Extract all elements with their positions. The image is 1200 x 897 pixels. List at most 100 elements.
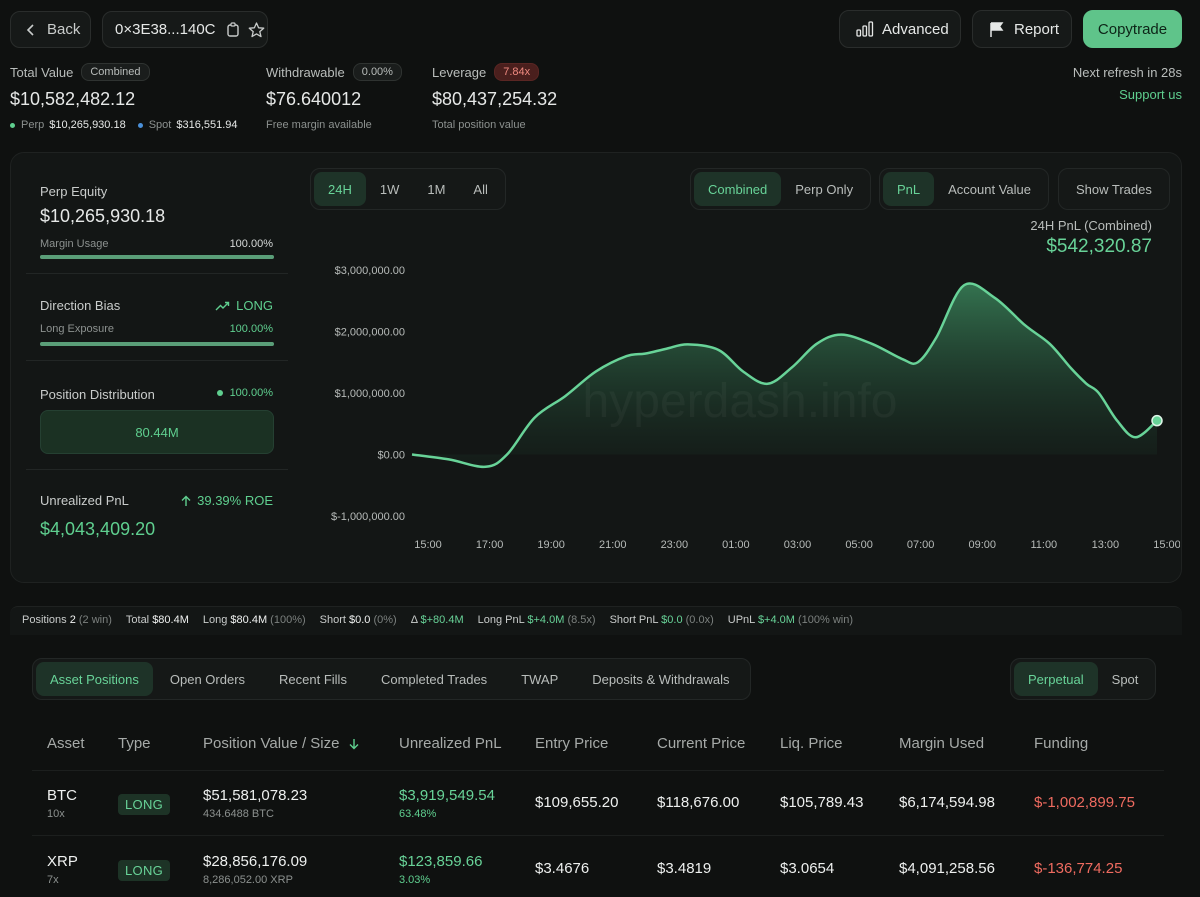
y-tick-label: $2,000,000.00 [335, 327, 405, 339]
copytrade-label: Copytrade [1097, 20, 1168, 38]
position-distribution-label: Position Distribution [40, 387, 155, 402]
combined-badge: Combined [81, 63, 150, 81]
unrealized-pnl-value: $4,043,409.20 [40, 519, 156, 539]
stat-extra: (8.5x) [564, 614, 596, 626]
mode-combined[interactable]: Combined [694, 172, 782, 206]
entry-price: $109,655.20 [535, 794, 619, 811]
stat-item: Long PnL $+4.0M (8.5x) [478, 614, 596, 626]
back-button[interactable]: Back [10, 11, 91, 48]
header-position-value[interactable]: Position Value / Size [203, 735, 359, 752]
copy-icon[interactable] [226, 21, 240, 38]
x-tick-label: 17:00 [476, 539, 504, 551]
margin-usage-value: 100.00% [229, 238, 273, 250]
tab-twap[interactable]: TWAP [521, 671, 559, 687]
total-value-block: Total Value Combined $10,582,482.12 Perp… [10, 63, 238, 131]
tab-asset-positions[interactable]: Asset Positions [36, 662, 153, 696]
stat-value: $80.4M [152, 614, 189, 626]
roe-value: 39.39% ROE [181, 493, 273, 508]
direction-bias-text: LONG [236, 298, 273, 313]
asset-name: BTC [47, 787, 77, 804]
leverage-badge: 7.84x [494, 63, 540, 81]
tab-spot[interactable]: Spot [1111, 671, 1139, 687]
header-asset[interactable]: Asset [47, 735, 85, 752]
market-tabs: Perpetual Spot [1010, 658, 1157, 700]
leverage-sub: Total position value [432, 119, 526, 131]
long-exposure-value: 100.00% [229, 323, 273, 335]
report-button[interactable]: Report [972, 10, 1072, 48]
x-tick-label: 11:00 [1030, 539, 1057, 551]
pnl-endpoint [1151, 414, 1163, 427]
position-distribution-bar: 80.44M [40, 410, 274, 454]
header-unrealized-pnl[interactable]: Unrealized PnL [399, 735, 502, 752]
position-distribution-pct: 100.00% [216, 387, 273, 399]
margin-used: $6,174,594.98 [899, 794, 995, 811]
header-funding[interactable]: Funding [1034, 735, 1089, 752]
tab-perpetual[interactable]: Perpetual [1014, 662, 1098, 696]
stat-item: Long $80.4M (100%) [203, 614, 306, 626]
stat-value: 2 [69, 614, 76, 626]
mode-perp-only[interactable]: Perp Only [795, 181, 854, 197]
advanced-label: Advanced [882, 20, 949, 38]
withdrawable-sub: Free margin available [266, 119, 372, 131]
header-current-price[interactable]: Current Price [657, 735, 746, 752]
header-liq-price[interactable]: Liq. Price [780, 735, 843, 752]
x-tick-label: 01:00 [722, 539, 750, 551]
range-24h[interactable]: 24H [314, 172, 366, 206]
star-icon[interactable] [248, 21, 265, 38]
long-exposure-label: Long Exposure [40, 323, 114, 335]
chevron-left-icon [26, 23, 34, 36]
stat-label: Long [202, 614, 231, 626]
entry-price: $3.4676 [535, 860, 590, 877]
tab-recent-fills[interactable]: Recent Fills [279, 671, 347, 687]
stat-label: Short [319, 614, 350, 626]
show-trades-button[interactable]: Show Trades [1058, 168, 1170, 210]
position-value: $51,581,078.23 [203, 787, 308, 804]
address-chip[interactable]: 0×3E38...140C [102, 11, 268, 48]
metric-selector: PnL Account Value [879, 168, 1050, 210]
long-exposure-fill [40, 342, 274, 346]
tab-deposits-withdrawals[interactable]: Deposits & Withdrawals [592, 671, 730, 687]
header-margin-used[interactable]: Margin Used [899, 735, 985, 752]
asset-leverage: 10x [47, 808, 65, 820]
tab-completed-trades[interactable]: Completed Trades [380, 671, 488, 687]
stat-label: Positions [22, 614, 70, 626]
support-link[interactable]: Support us [1119, 87, 1182, 102]
margin-used: $4,091,258.56 [899, 860, 995, 877]
panel-divider [26, 273, 288, 274]
withdrawable-value: $76.640012 [266, 89, 362, 109]
margin-usage-fill [40, 255, 274, 259]
stats-row: Positions 2 (2 win) Total $80.4M Long $80.… [22, 614, 867, 626]
margin-usage-bar [40, 255, 274, 259]
advanced-button[interactable]: Advanced [839, 10, 961, 48]
perp-label: Perp [21, 119, 45, 131]
y-tick-label: $1,000,000.00 [335, 388, 405, 400]
asset-name: XRP [47, 853, 78, 870]
spot-label: Spot [148, 119, 172, 131]
table-row-divider [32, 770, 1164, 771]
range-1w[interactable]: 1W [379, 181, 400, 197]
stat-value: $80.4M [230, 614, 268, 626]
stat-value: $+4.0M [527, 614, 565, 626]
header-type[interactable]: Type [118, 735, 151, 752]
mode-selector: Combined Perp Only [690, 168, 872, 210]
header-entry-price[interactable]: Entry Price [535, 735, 609, 752]
copytrade-button[interactable]: Copytrade [1083, 10, 1182, 48]
metric-pnl[interactable]: PnL [883, 172, 935, 206]
perp-equity-label: Perp Equity [40, 184, 108, 199]
x-tick-label: 03:00 [784, 539, 812, 551]
range-1m[interactable]: 1M [427, 181, 446, 197]
spot-value: $316,551.94 [176, 119, 238, 131]
perp-value: $10,265,930.18 [49, 119, 126, 131]
tab-open-orders[interactable]: Open Orders [169, 671, 246, 687]
arrow-down-icon [349, 738, 359, 749]
x-tick-label: 07:00 [907, 539, 935, 551]
metric-account-value[interactable]: Account Value [948, 181, 1032, 197]
margin-usage-label: Margin Usage [40, 238, 109, 250]
pnl-chart[interactable]: hyperdash.info$3,000,000.00$2,000,000.00… [300, 255, 1180, 565]
stat-value: $0.0 [661, 614, 683, 626]
y-tick-label: $-1,000,000.00 [331, 511, 405, 523]
spot-dot [137, 122, 143, 128]
panel-divider [26, 469, 288, 470]
range-all[interactable]: All [473, 181, 488, 197]
unrealized-pnl-pct: 63.48% [399, 808, 437, 820]
